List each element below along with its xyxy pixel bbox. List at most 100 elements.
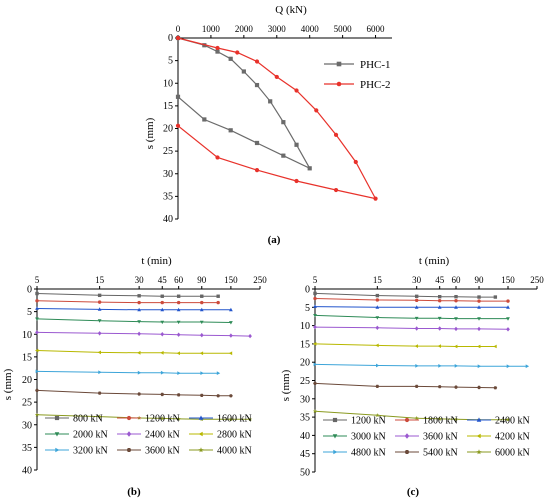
data-point-b-3600 kN [137, 392, 141, 396]
data-point-c-4800 kN [477, 364, 482, 369]
y-tick-label-c: 30 [300, 394, 310, 405]
data-point-c-2400 kN [506, 305, 510, 309]
data-point-c-3600 kN [414, 326, 419, 331]
y-tick-label-a: 25 [163, 146, 173, 157]
legend-marker-a [336, 61, 342, 67]
data-point-b-3600 kN [216, 394, 220, 398]
data-point-b-4000 kN [176, 416, 181, 421]
data-point-b-4000 kN [248, 417, 253, 422]
y-tick-label-b: 10 [22, 330, 32, 341]
data-point-b-2400 kN [35, 330, 39, 335]
y-tick-label-c: 0 [305, 285, 310, 296]
legend-marker-b [54, 415, 60, 421]
data-point-c-4800 kN [525, 364, 530, 369]
series-line-c-4800 kN [314, 363, 528, 367]
x-tick-label-b: 90 [197, 275, 207, 285]
y-axis-title-c: s (mm) [280, 369, 292, 401]
y-tick-label-c: 25 [300, 376, 310, 387]
data-point-c-4200 kN [437, 344, 441, 348]
x-axis-title-c: t (min) [419, 255, 450, 267]
legend-marker-b [198, 447, 204, 453]
legend-label-b: 1600 kN [217, 414, 252, 425]
data-point-a-PHC-1 [241, 69, 246, 74]
data-point-a-PHC-2 [373, 196, 378, 201]
data-point-c-1800 kN [437, 299, 442, 303]
x-tick-label-a: 6000 [367, 24, 386, 34]
y-tick-label-c: 50 [300, 468, 310, 479]
chart-a: 0 1000 2000 3000 4000 5000 6000 0 5 10 15 20 25 30 35 4… [144, 4, 392, 225]
data-point-a-PHC-2 [294, 178, 299, 184]
y-tick-label-b: 15 [22, 352, 32, 363]
data-point-b-4000 kN [160, 416, 165, 421]
legend-label-c: 6000 kN [495, 448, 530, 459]
x-tick-label-a: 3000 [268, 24, 287, 34]
data-point-a-PHC-1 [307, 166, 312, 171]
data-point-a-PHC-1 [268, 99, 273, 104]
data-point-c-3000 kN [454, 317, 458, 321]
data-point-c-1200 kN [313, 291, 317, 296]
data-point-b-3600 kN [160, 392, 165, 397]
series-line-b-4000 kN [36, 414, 251, 420]
data-point-b-2800 kN [176, 351, 180, 356]
legend-label-a: PHC-1 [360, 59, 391, 71]
legend-marker-c [404, 417, 410, 423]
data-point-b-2000 kN [160, 320, 165, 325]
legend-marker-b [126, 431, 132, 437]
y-tick-label-c: 15 [300, 339, 310, 350]
y-tick-label-a: 0 [168, 33, 173, 44]
data-point-b-2000 kN [97, 319, 102, 323]
data-point-c-6000 kN [453, 417, 459, 422]
data-point-c-5400 kN [493, 386, 498, 390]
data-point-c-6000 kN [312, 409, 318, 413]
data-point-c-6000 kN [375, 413, 380, 418]
data-point-c-1200 kN [493, 295, 498, 299]
data-point-c-4200 kN [493, 344, 497, 349]
data-point-a-PHC-1 [175, 94, 181, 99]
data-point-a-PHC-2 [254, 59, 260, 64]
data-point-b-2000 kN [35, 317, 39, 321]
data-point-b-2800 kN [97, 350, 101, 355]
data-point-c-2400 kN [454, 305, 458, 309]
x-tick-label-a: 5000 [334, 24, 353, 34]
data-point-c-4200 kN [313, 342, 317, 346]
data-point-b-2400 kN [176, 332, 181, 337]
data-point-c-4200 kN [477, 344, 481, 349]
x-axis-title-b: t (min) [141, 255, 172, 267]
data-point-c-6000 kN [505, 417, 511, 422]
x-tick-label-b: 30 [135, 275, 145, 285]
x-tick-label-c: 5 [313, 275, 318, 285]
legend-marker-c [404, 450, 410, 454]
series-line-a-PHC-1 [177, 37, 312, 170]
legend-marker-b [198, 415, 204, 420]
data-point-a-PHC-2 [333, 132, 339, 137]
data-point-b-800 kN [35, 291, 39, 296]
data-point-a-PHC-2 [353, 159, 358, 165]
data-point-a-PHC-1 [281, 120, 286, 125]
data-point-c-3000 kN [477, 317, 481, 321]
data-point-c-1200 kN [477, 295, 481, 299]
data-point-a-PHC-2 [314, 108, 319, 113]
data-point-a-PHC-1 [281, 153, 286, 158]
legend-label-b: 800 kN [73, 414, 103, 425]
data-point-a-PHC-1 [228, 128, 233, 133]
data-point-b-3200 kN [137, 370, 142, 375]
y-tick-label-a: 40 [163, 214, 173, 225]
data-point-b-3600 kN [199, 393, 204, 397]
y-tick-label-a: 15 [163, 101, 173, 112]
y-axis-title-a: s (mm) [144, 117, 156, 149]
data-point-b-1600 kN [97, 307, 102, 311]
panel-label-c: (c) [407, 486, 420, 498]
legend-label-a: PHC-2 [360, 79, 391, 91]
data-point-c-6000 kN [437, 416, 442, 421]
legend-label-b: 2800 kN [217, 430, 252, 441]
x-tick-label-b: 60 [174, 275, 184, 285]
x-tick-label-b: 5 [35, 275, 40, 285]
data-point-a-PHC-2 [235, 50, 240, 55]
x-tick-label-c: 150 [501, 275, 515, 285]
data-point-c-1800 kN [506, 299, 510, 303]
data-point-c-1800 kN [414, 298, 419, 303]
legend-marker-b [198, 431, 203, 437]
legend-label-c: 4200 kN [495, 432, 530, 443]
data-point-c-2400 kN [414, 305, 419, 309]
